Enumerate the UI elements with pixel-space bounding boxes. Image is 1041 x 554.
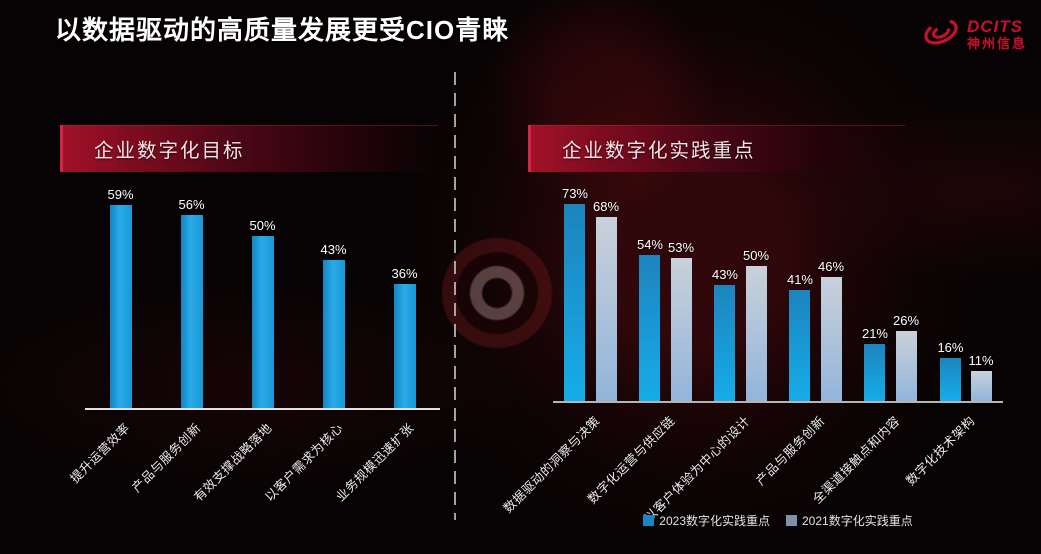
value-label: 59%: [107, 187, 134, 202]
swirl-logo-icon: [921, 12, 961, 57]
value-label: 11%: [968, 353, 994, 368]
bar: [970, 371, 992, 401]
value-label: 50%: [743, 248, 770, 263]
practice-chart-legend: 2023数字化实践重点 2021数字化实践重点: [553, 512, 1003, 529]
value-label: 73%: [561, 186, 588, 201]
value-label: 43%: [320, 242, 347, 257]
bar: [595, 217, 617, 401]
legend-swatch: [786, 515, 797, 526]
bar-group: 50% 有效支撑战略落地: [192, 180, 298, 504]
bar: [864, 344, 886, 401]
legend-swatch: [643, 515, 655, 526]
bar: [251, 236, 274, 408]
value-label: 53%: [668, 240, 695, 255]
value-label: 26%: [893, 313, 920, 328]
legend-label: 2023数字化实践重点: [659, 514, 770, 528]
bar: [670, 258, 692, 401]
value-label: 16%: [937, 340, 964, 355]
value-label: 68%: [593, 199, 620, 214]
goal-chart: 59% 提升运营效率 56% 产品与服务创新 50% 有效支撑战略落地 43% 以客户需求为核…: [68, 180, 440, 504]
bar: [393, 284, 416, 408]
legend-label: 2021数字化实践重点: [802, 514, 913, 528]
logo-brand-text: DCITS: [966, 17, 1023, 36]
value-label: 21%: [861, 326, 888, 341]
page-title: 以数据驱动的高质量发展更受CIO青睐: [55, 15, 510, 45]
bar: [109, 205, 132, 408]
bar: [895, 331, 917, 401]
bar: [639, 255, 661, 401]
bar-group: 56% 产品与服务创新: [130, 180, 227, 495]
practice-chart-header: 企业数字化实践重点: [528, 125, 905, 172]
bar-group: 59% 提升运营效率: [68, 180, 156, 486]
value-label: 54%: [636, 237, 663, 252]
bar-group: 16% 11% 数字化技术架构: [904, 181, 1003, 488]
bar: [745, 266, 767, 401]
goal-chart-header: 企业数字化目标: [60, 125, 438, 172]
bar-group: 43% 50% 以客户体验为中心的设计: [642, 181, 778, 525]
bar: [789, 290, 811, 401]
bar-group: 54% 53% 数字化运营与供应链: [586, 181, 703, 506]
bar-group: 43% 以客户需求为核心: [263, 180, 369, 504]
category-label: 数字化技术架构: [903, 413, 979, 489]
bar-group: 21% 26% 全渠道接触点和内容: [811, 181, 928, 506]
value-label: 50%: [249, 218, 276, 233]
bar: [564, 204, 586, 401]
bar-group: 41% 46% 产品与服务创新: [754, 181, 853, 488]
bar: [820, 277, 842, 401]
category-label: 业务规模迅速扩张: [333, 420, 418, 505]
bar-group: 73% 68% 数据驱动的洞察与决策: [501, 181, 628, 516]
bar: [322, 260, 345, 408]
legend-item: 2023数字化实践重点: [643, 512, 770, 529]
value-label: 56%: [178, 197, 205, 212]
bar-group: 36% 业务规模迅速扩张: [334, 180, 440, 504]
value-label: 36%: [391, 266, 418, 281]
value-label: 43%: [711, 267, 738, 282]
value-label: 41%: [786, 272, 813, 287]
practice-chart: 73% 68% 数据驱动的洞察与决策 54% 53% 数字化运营与供应链 43% 50% 以客户…: [501, 181, 1003, 525]
bar: [939, 358, 961, 401]
dcits-logo: DCITS 神州信息: [921, 12, 1027, 57]
value-label: 46%: [818, 259, 845, 274]
bar: [180, 215, 203, 408]
logo-brand-cn-text: 神州信息: [966, 35, 1027, 51]
legend-item: 2021数字化实践重点: [786, 512, 913, 529]
panel-divider: [454, 72, 456, 520]
bar: [714, 285, 736, 401]
